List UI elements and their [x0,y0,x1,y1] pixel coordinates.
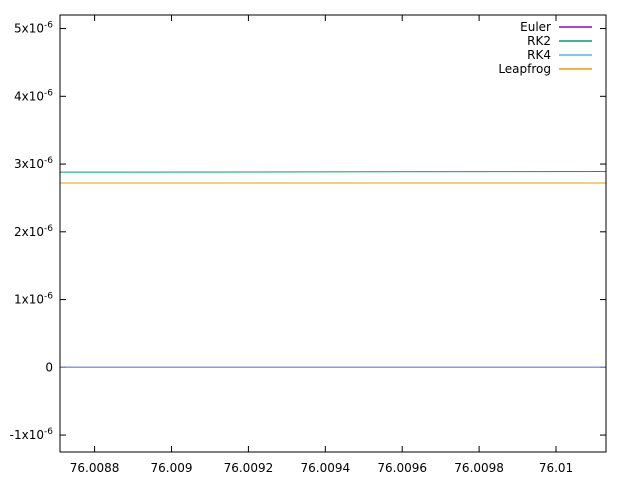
y-tick-exponent-base: x10 [22,293,44,307]
legend-label: RK2 [527,34,551,48]
y-tick-exponent: -6 [44,224,53,234]
y-tick-mantissa: 1 [14,293,22,307]
y-tick-mantissa: 3 [14,157,22,171]
x-tick-label: 76.0096 [377,461,427,475]
tick-labels: 76.0088 76.009 76.0092 76.0094 76.0096 76.009… [10,21,574,475]
y-tick-exponent: -6 [44,88,53,98]
y-tick-mantissa: 5 [14,22,22,36]
plot-frame [59,14,607,453]
y-tick-exponent: -6 [44,21,53,31]
x-tick-label: 76.0088 [70,461,120,475]
y-tick-exponent-base: x10 [22,89,44,103]
y-tick-exponent-base: x10 [22,428,44,442]
legend-label: Leapfrog [498,62,551,76]
x-tick-label: 76.0092 [224,461,274,475]
y-tick-exponent-base: x10 [22,22,44,36]
legend-label: RK4 [527,48,551,62]
x-tick-label: 76.0098 [454,461,504,475]
series-lines [59,171,607,368]
y-tick-mantissa: 2 [14,225,22,239]
x-tick-label: 76.0094 [300,461,350,475]
x-tick-label: 76.01 [539,461,573,475]
y-tick-mantissa: -1 [10,428,22,442]
y-tick-label: 0 [45,360,53,374]
y-tick-mantissa: 0 [45,360,53,374]
y-tick-label: 1x10-6 [14,292,53,307]
y-tick-exponent: -6 [44,427,53,437]
y-tick-exponent-base: x10 [22,225,44,239]
legend-label: Euler [520,20,551,34]
y-tick-exponent: -6 [44,156,53,166]
y-tick-exponent-base: x10 [22,157,44,171]
x-tick-label: 76.009 [151,461,193,475]
tick-marks [60,15,606,452]
y-tick-label: 5x10-6 [14,21,53,36]
y-tick-label: 2x10-6 [14,224,53,239]
y-tick-exponent: -6 [44,292,53,302]
y-tick-label: 3x10-6 [14,156,53,171]
series-line-rk2 [59,171,607,173]
y-tick-mantissa: 4 [14,89,22,103]
y-tick-label: 4x10-6 [14,88,53,103]
y-tick-label: -1x10-6 [10,427,54,442]
